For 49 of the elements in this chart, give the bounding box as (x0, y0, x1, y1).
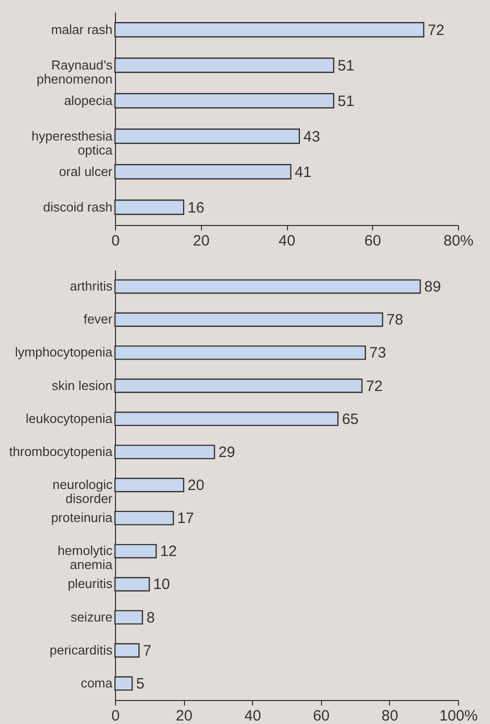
x-tick-label: 40 (244, 708, 262, 724)
x-tick-label: 40 (278, 232, 296, 250)
y-tick-label: thrombocytopenia (9, 444, 114, 459)
y-tick-label: seizure (70, 609, 112, 624)
y-tick-label: alopecia (64, 92, 114, 108)
y-tick-label: leukocytopenia (26, 410, 114, 426)
y-tick-label: hyperesthesia optica (32, 128, 114, 158)
y-tick-label: lymphocytopenia (14, 344, 114, 360)
x-tick-label: 20 (176, 708, 192, 724)
y-tick-label: Raynaud’s phenomenon (36, 57, 113, 86)
data-label: 20 (188, 477, 204, 494)
x-tick-label: 80% (443, 232, 474, 250)
data-label: 51 (338, 57, 354, 74)
x-tick-label: 20 (192, 232, 210, 250)
data-label: 8 (146, 609, 155, 626)
data-label: 72 (428, 22, 444, 39)
data-label: 65 (342, 410, 359, 428)
x-tick-label: 100% (439, 708, 478, 724)
data-label: 5 (136, 675, 144, 692)
data-label: 72 (366, 378, 383, 395)
data-label: 41 (294, 164, 312, 181)
x-tick-label: 60 (364, 232, 382, 250)
x-tick-label: 80 (382, 708, 398, 724)
x-tick-label: 0 (111, 708, 120, 724)
data-label: 16 (188, 199, 204, 216)
data-label: 7 (143, 642, 152, 660)
y-tick-label: oral ulcer (59, 164, 114, 179)
y-tick-label: neurologic disorder (52, 477, 114, 506)
y-tick-label: pleuritis (68, 576, 113, 592)
y-tick-label: fever (84, 312, 114, 327)
data-label: 43 (303, 128, 320, 146)
y-tick-label: hemolytic anemia (58, 543, 114, 572)
data-label: 89 (424, 278, 441, 296)
data-label: 73 (369, 344, 386, 362)
y-tick-label: malar rash (51, 22, 112, 37)
data-label: 29 (218, 444, 236, 461)
y-tick-label: proteinuria (51, 510, 114, 526)
y-tick-label: discoid rash (43, 199, 112, 214)
y-tick-label: pericarditis (50, 642, 113, 658)
data-label: 17 (177, 510, 194, 528)
data-label: 78 (386, 312, 404, 329)
x-tick-label: 60 (312, 708, 330, 724)
x-tick-label: 0 (111, 232, 120, 250)
data-label: 12 (160, 543, 177, 560)
y-tick-label: arthritis (70, 278, 113, 294)
y-tick-label: coma (80, 675, 114, 690)
data-label: 51 (338, 92, 354, 110)
data-label: 10 (153, 576, 170, 594)
y-tick-label: skin lesion (52, 378, 112, 393)
